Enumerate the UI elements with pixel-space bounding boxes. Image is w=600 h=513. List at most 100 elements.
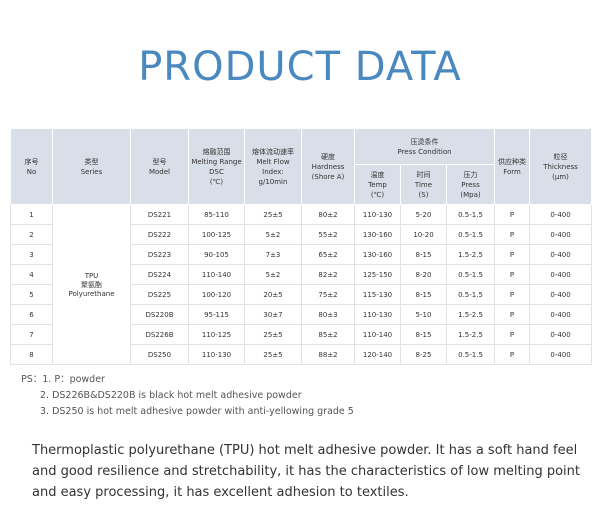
header-no-en: No <box>26 167 37 176</box>
header-hardness-cn: 硬度 <box>321 152 335 161</box>
series-en2: Polyurethane <box>68 289 115 298</box>
cell-time: 8-15 <box>400 284 447 305</box>
header-model-cn: 型号 <box>152 157 167 166</box>
cell-thickness: 0-400 <box>529 224 593 245</box>
header-model: 型号 Model <box>130 128 189 205</box>
cell-thickness: 0-400 <box>529 304 593 325</box>
cell-hardness: 82±2 <box>301 264 355 285</box>
cell-no: 4 <box>10 264 53 285</box>
cell-dsc: 110-130 <box>188 344 245 365</box>
cell-form: P <box>494 264 531 285</box>
cell-form: P <box>494 304 531 325</box>
header-melting-range: 熔融范围 Melting Range DSC (℃) <box>188 128 245 205</box>
header-series: 类型 Series <box>52 128 131 205</box>
cell-press: 0.5-1.5 <box>446 284 496 305</box>
cell-time: 5-20 <box>400 204 447 225</box>
cell-mfi: 25±5 <box>244 204 302 225</box>
cell-model: DS250 <box>130 344 189 365</box>
cell-temp: 110-140 <box>354 324 401 345</box>
header-hardness-en1: Hardness <box>311 162 345 171</box>
cell-temp: 130-160 <box>354 244 401 265</box>
cell-dsc: 100-125 <box>188 224 245 245</box>
cell-thickness: 0-400 <box>529 244 593 265</box>
header-hardness-en2: (Shore A) <box>311 172 345 181</box>
table-row: 2 DS222 100-125 5±2 55±2 130-160 10-20 0… <box>10 224 593 245</box>
cell-no: 8 <box>10 344 53 365</box>
cell-hardness: 55±2 <box>301 224 355 245</box>
cell-mfi: 20±5 <box>244 284 302 305</box>
cell-mfi: 5±2 <box>244 224 302 245</box>
cell-thickness: 0-400 <box>529 324 593 345</box>
page-title: PRODUCT DATA <box>138 44 462 90</box>
header-dsc-unit: (℃) <box>209 177 224 186</box>
header-form-en: Form <box>503 167 521 176</box>
cell-mfi: 25±5 <box>244 324 302 345</box>
cell-hardness: 80±2 <box>301 204 355 225</box>
header-form-cn: 供应种类 <box>498 157 527 166</box>
cell-time: 8-20 <box>400 264 447 285</box>
cell-temp: 130-160 <box>354 224 401 245</box>
header-no: 序号 No <box>10 128 53 205</box>
cell-time: 8-15 <box>400 244 447 265</box>
header-mfi-cn: 熔体流动速率 <box>252 147 294 156</box>
note-line-1: PS：1. P：powder <box>21 374 105 385</box>
header-thickness: 粒径 Thickness (μm) <box>529 128 593 205</box>
header-temp-unit: (℃) <box>370 190 385 199</box>
header-press-condition: 压烫条件 Press Condition <box>353 128 496 165</box>
cell-model: DS222 <box>130 224 189 245</box>
header-thickness-unit: (μm) <box>552 172 569 181</box>
table-row: 5 DS225 100-120 20±5 75±2 115-130 8-15 0… <box>10 284 593 305</box>
cell-mfi: 30±7 <box>244 304 302 325</box>
product-description: Thermoplastic polyurethane (TPU) hot mel… <box>32 443 580 500</box>
cell-form: P <box>494 284 531 305</box>
cell-dsc: 110-125 <box>188 324 245 345</box>
cell-press: 1.5-2.5 <box>446 304 496 325</box>
cell-temp: 115-130 <box>354 284 401 305</box>
header-pressure-en: Press <box>461 180 480 189</box>
cell-no: 5 <box>10 284 53 305</box>
cell-temp: 110-130 <box>354 304 401 325</box>
cell-form: P <box>494 244 531 265</box>
cell-mfi: 7±3 <box>244 244 302 265</box>
cell-form: P <box>494 224 531 245</box>
header-mfi-en1: Melt Flow <box>256 157 290 166</box>
cell-dsc: 100-120 <box>188 284 245 305</box>
header-press-cn: 压烫条件 <box>410 137 439 146</box>
cell-time: 8-15 <box>400 324 447 345</box>
cell-temp: 125-150 <box>354 264 401 285</box>
table-row: 8 DS250 110-130 25±5 88±2 120-140 8-25 0… <box>10 344 593 365</box>
cell-hardness: 85±2 <box>301 324 355 345</box>
cell-press: 1.5-2.5 <box>446 324 496 345</box>
header-melt-flow: 熔体流动速率 Melt Flow Index: g/10min <box>244 128 302 205</box>
table-row: 4 DS224 110-140 5±2 82±2 125-150 8-20 0.… <box>10 264 593 285</box>
header-dsc-cn: 熔融范围 <box>202 147 231 156</box>
cell-no: 2 <box>10 224 53 245</box>
cell-model: DS220B <box>130 304 189 325</box>
cell-form: P <box>494 204 531 225</box>
cell-model: DS224 <box>130 264 189 285</box>
header-pressure-cn: 压力 <box>463 170 478 179</box>
header-temp-en: Temp <box>368 180 387 189</box>
note-line-2: 2. DS226B&DS220B is black hot melt adhes… <box>40 390 302 401</box>
series-cn: 聚氨酯 <box>81 280 102 289</box>
cell-no: 7 <box>10 324 53 345</box>
header-series-cn: 类型 <box>84 157 99 166</box>
cell-form: P <box>494 344 531 365</box>
cell-no: 1 <box>10 204 53 225</box>
table-header: 序号 No 类型 Series 型号 Model 熔融范围 Melting Ra… <box>10 128 593 205</box>
header-hardness: 硬度 Hardness (Shore A) <box>301 128 355 205</box>
cell-press: 0.5-1.5 <box>446 264 496 285</box>
note-line-3: 3. DS250 is hot melt adhesive powder wit… <box>40 406 354 417</box>
header-series-en: Series <box>80 167 103 176</box>
cell-hardness: 88±2 <box>301 344 355 365</box>
cell-hardness: 80±3 <box>301 304 355 325</box>
notes: PS：1. P：powder 2. DS226B&DS220B is black… <box>21 372 354 420</box>
cell-time: 8-25 <box>400 344 447 365</box>
header-pressure: 压力 Press (Mpa) <box>445 164 496 205</box>
header-temp-cn: 温度 <box>370 170 385 179</box>
header-time-en: Time <box>414 180 433 189</box>
cell-mfi: 25±5 <box>244 344 302 365</box>
header-form: 供应种类 Form <box>494 128 531 205</box>
cell-thickness: 0-400 <box>529 344 593 365</box>
cell-dsc: 95-115 <box>188 304 245 325</box>
